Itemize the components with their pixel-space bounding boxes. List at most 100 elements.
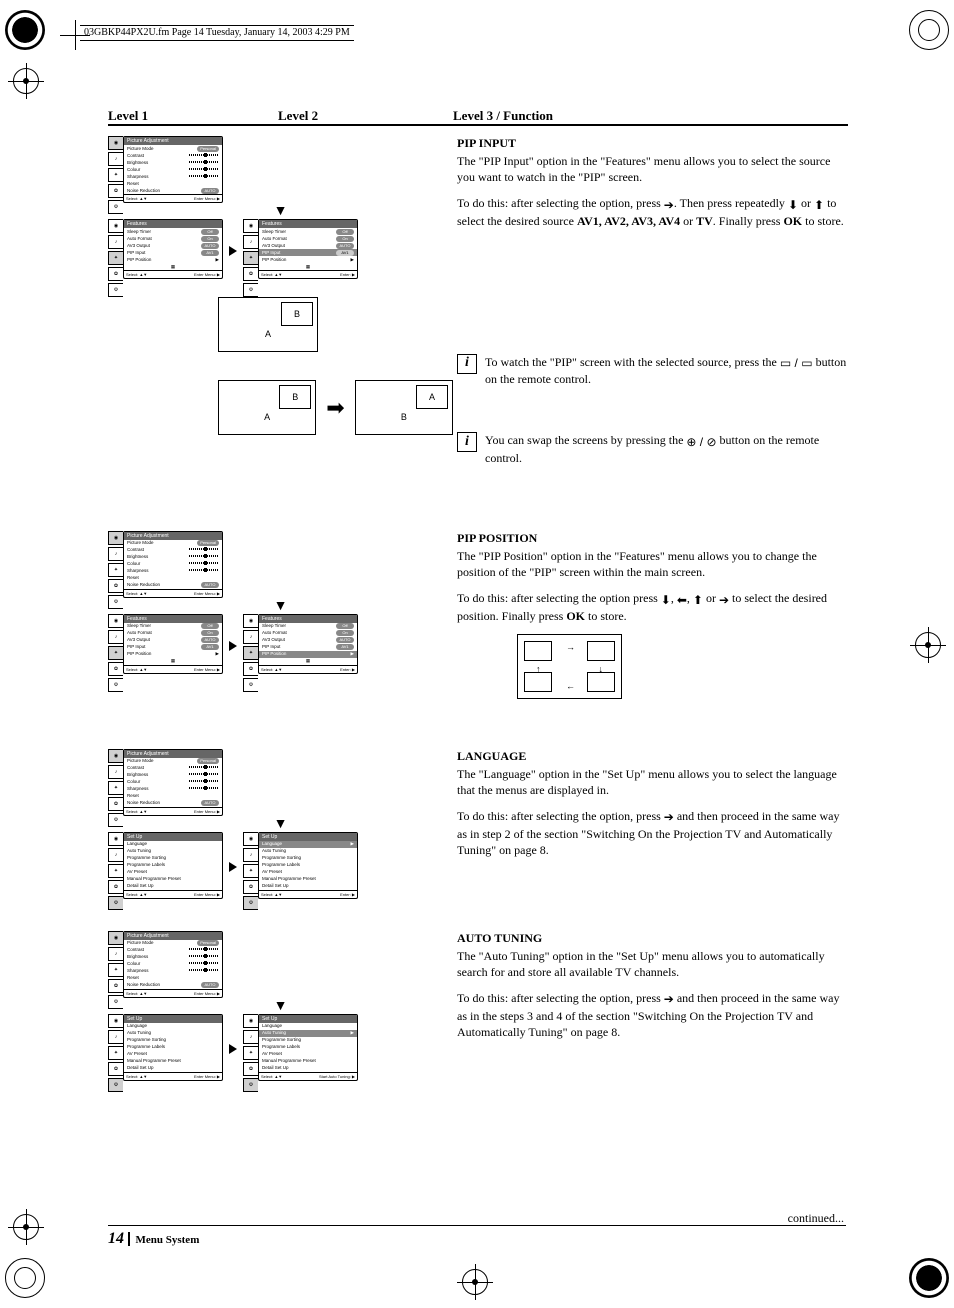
menu-tab-2: ✦ [108, 1046, 123, 1060]
pip-position-p1: The "PIP Position" option in the "Featur… [457, 548, 848, 580]
menu-tab-3: ✿ [108, 1062, 123, 1076]
menu-tab-1: ♪ [108, 547, 123, 561]
registration-mark-tr [909, 10, 949, 50]
auto-tuning-title: AUTO TUNING [457, 931, 848, 946]
menu-tab-0: ◉ [243, 832, 258, 846]
menu-tab-4: ⚙ [108, 896, 123, 910]
menu-tab-0: ◉ [108, 219, 123, 233]
page-meta-header: 03GBKP44PX2U.fm Page 14 Tuesday, January… [80, 25, 354, 41]
menu-tab-4: ⚙ [243, 678, 258, 692]
info-note-2: i You can swap the screens by pressing t… [457, 432, 848, 466]
page-footer: 14 Menu System [108, 1225, 846, 1248]
menu-tab-2: ✦ [108, 563, 123, 577]
picture-adjustment-menu: ◉♪✦✿⚙Picture AdjustmentPicture ModePerso… [108, 931, 223, 998]
section-pip-position: ◉♪✦✿⚙Picture AdjustmentPicture ModePerso… [108, 531, 848, 699]
crop-target-right-mid [915, 632, 941, 658]
auto-tuning-text: AUTO TUNING The "Auto Tuning" option in … [453, 931, 848, 1085]
swap-arrow-icon: ➡ [326, 395, 344, 421]
language-diagram-col: ◉♪✦✿⚙Picture AdjustmentPicture ModePerso… [108, 749, 453, 903]
page-meta-text: 03GBKP44PX2U.fm Page 14 Tuesday, January… [80, 25, 354, 41]
up-arrow-icon: ⬆ [814, 197, 824, 213]
arrow-down-icon: ▼ [108, 820, 453, 830]
menu-tab-0: ◉ [243, 219, 258, 233]
pip-window-label: B [281, 302, 313, 326]
section-auto-tuning: ◉♪✦✿⚙Picture AdjustmentPicture ModePerso… [108, 931, 848, 1085]
menu-tab-3: ✿ [108, 267, 123, 281]
crop-target-left-top [13, 68, 39, 94]
pip-input-diagram-col: ◉♪✦✿⚙Picture AdjustmentPicture ModePerso… [108, 136, 453, 481]
pip-input-p2: To do this: after selecting the option, … [457, 195, 848, 229]
right-arrow-icon: ➔ [664, 809, 674, 825]
menu-tab-4: ⚙ [108, 1078, 123, 1092]
arrow-up-icon: ↑ [536, 663, 541, 675]
menu-tab-3: ✿ [243, 1062, 258, 1076]
menu-tab-4: ⚙ [108, 200, 123, 214]
footer-section-title: Menu System [136, 1234, 200, 1246]
menu-tab-4: ⚙ [108, 813, 123, 827]
right-arrow-icon: ➔ [719, 592, 729, 608]
menu-tab-4: ⚙ [243, 896, 258, 910]
info-note-1: i To watch the "PIP" screen with the sel… [457, 354, 848, 388]
menu-tab-0: ◉ [108, 136, 123, 150]
language-title: LANGUAGE [457, 749, 848, 764]
down-arrow-icon: ⬇ [661, 592, 671, 608]
menu-tab-1: ♪ [108, 848, 123, 862]
swap-buttons-icon: ⊕ / ⊘ [686, 434, 716, 450]
menu-tab-1: ♪ [243, 630, 258, 644]
pip-position-diagram-col: ◉♪✦✿⚙Picture AdjustmentPicture ModePerso… [108, 531, 453, 699]
setup-menu: ◉♪✦✿⚙Set UpLanguageAuto TuningProgramme … [108, 832, 223, 899]
left-arrow-icon: ⬅ [677, 592, 687, 608]
level2-header: Level 2 [278, 108, 453, 124]
crop-target-left-bottom [13, 1214, 39, 1240]
arrow-left-icon: ← [566, 680, 575, 692]
menu-tab-2: ✦ [108, 168, 123, 182]
menu-tab-0: ◉ [108, 931, 123, 945]
page-number: 14 [108, 1230, 124, 1248]
menu-tab-2: ✦ [243, 1046, 258, 1060]
screen-ab-box-1: B A [218, 297, 318, 352]
menu-tab-0: ◉ [243, 1014, 258, 1028]
right-arrow-icon: ➔ [664, 197, 674, 213]
menu-tab-4: ⚙ [243, 283, 258, 297]
pip-position-text: PIP POSITION The "PIP Position" option i… [453, 531, 848, 699]
pip-position-title: PIP POSITION [457, 531, 848, 546]
arrow-right-icon [229, 641, 237, 651]
menu-tab-3: ✿ [243, 267, 258, 281]
menu-tab-1: ♪ [108, 765, 123, 779]
auto-tuning-diagram-col: ◉♪✦✿⚙Picture AdjustmentPicture ModePerso… [108, 931, 453, 1085]
pos-cell-tr [587, 641, 615, 661]
registration-mark-bl [5, 1258, 45, 1298]
pip-window-label: A [416, 385, 448, 409]
menu-tab-2: ✦ [243, 251, 258, 265]
position-diagram: → ← ↑ ↓ [517, 634, 622, 699]
screen-ab-box-2: B A [218, 380, 316, 435]
menu-tab-1: ♪ [108, 152, 123, 166]
menu-tab-3: ✿ [108, 880, 123, 894]
menu-tab-1: ♪ [243, 848, 258, 862]
picture-adjustment-menu: ◉♪✦✿⚙Picture AdjustmentPicture ModePerso… [108, 136, 223, 203]
features-menu: ◉♪✦✿⚙FeaturesSleep TimerOffAuto FormatOn… [108, 614, 223, 674]
menu-tab-1: ♪ [108, 1030, 123, 1044]
menu-tab-2: ✦ [108, 251, 123, 265]
section-pip-input: ◉♪✦✿⚙Picture AdjustmentPicture ModePerso… [108, 136, 848, 481]
page: { "meta": { "header": "03GBKP44PX2U.fm P… [0, 0, 954, 1308]
menu-tab-3: ✿ [108, 797, 123, 811]
menu-tab-1: ♪ [108, 630, 123, 644]
menu-tab-4: ⚙ [108, 283, 123, 297]
menu-tab-2: ✦ [243, 646, 258, 660]
setup-menu: ◉♪✦✿⚙Set UpLanguageAuto TuningProgramme … [108, 1014, 223, 1081]
arrow-right-icon [229, 862, 237, 872]
menu-tab-4: ⚙ [108, 595, 123, 609]
language-p2: To do this: after selecting the option, … [457, 808, 848, 858]
menu-tab-3: ✿ [108, 662, 123, 676]
setup-menu: ◉♪✦✿⚙Set UpLanguage▶Auto TuningProgramme… [243, 832, 358, 899]
picture-adjustment-menu: ◉♪✦✿⚙Picture AdjustmentPicture ModePerso… [108, 749, 223, 816]
menu-tab-3: ✿ [243, 662, 258, 676]
menu-tab-1: ♪ [243, 235, 258, 249]
main-screen-label: A [265, 329, 271, 339]
menu-tab-0: ◉ [243, 614, 258, 628]
menu-tab-0: ◉ [108, 749, 123, 763]
picture-adjustment-menu: ◉♪✦✿⚙Picture AdjustmentPicture ModePerso… [108, 531, 223, 598]
features-menu: ◉♪✦✿⚙FeaturesSleep TimerOffAuto FormatOn… [243, 219, 358, 279]
pip-window-label: B [279, 385, 311, 409]
